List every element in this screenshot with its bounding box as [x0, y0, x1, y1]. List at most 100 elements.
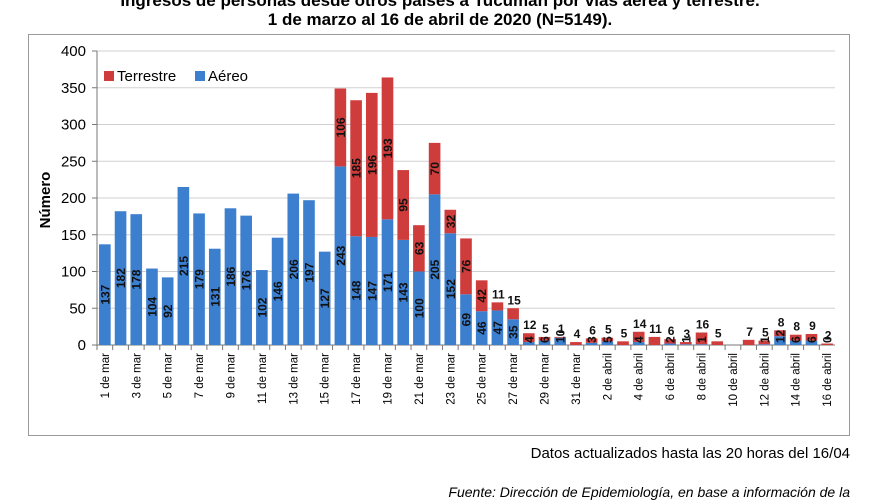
x-tick-label: 23 de mar — [445, 353, 457, 405]
x-tick-label: 14 de abril — [791, 353, 803, 407]
bar-terrestre — [742, 339, 755, 345]
data-label-aereo: 10 — [554, 329, 568, 343]
bar-aereo — [130, 214, 143, 345]
data-label-terrestre: 11 — [649, 322, 662, 336]
bar-terrestre — [365, 92, 378, 237]
bar-aereo — [507, 319, 519, 345]
bar-aereo — [789, 340, 802, 345]
bar-terrestre — [774, 330, 786, 337]
data-label-terrestre: 106 — [334, 117, 348, 137]
data-label-aereo: 171 — [381, 272, 395, 292]
y-axis: 0 50 100 150 200 250 300 350 400 — [61, 43, 98, 354]
data-label-terrestre: 6 — [589, 323, 596, 337]
data-label-aereo: 179 — [193, 269, 207, 289]
data-label-terrestre: 2 — [825, 329, 832, 343]
bar-aereo — [99, 244, 111, 345]
bar-aereo — [664, 343, 676, 345]
bar-aereo — [271, 237, 284, 345]
x-tick-label: 12 de abril — [759, 353, 771, 407]
data-label-aereo: 0 — [821, 336, 835, 343]
bar-terrestre — [585, 338, 598, 343]
data-label-aereo: 215 — [177, 256, 191, 276]
y-axis-title: Número — [37, 172, 54, 229]
y-tick-label: 0 — [78, 337, 86, 354]
x-tick-label: 5 de mar — [163, 353, 175, 399]
bar-aereo — [256, 270, 268, 345]
bar-aereo — [460, 294, 472, 345]
bar-terrestre — [664, 339, 676, 344]
chart-title-line-2: 1 de marzo al 16 de abril de 2020 (N=514… — [267, 10, 613, 29]
bar-terrestre — [570, 342, 582, 345]
bar-aereo — [224, 208, 237, 345]
data-label-terrestre: 15 — [507, 293, 521, 307]
data-label-terrestre: 32 — [444, 215, 458, 229]
data-label-terrestre: 14 — [633, 317, 647, 331]
data-label-aereo: 12 — [774, 329, 788, 343]
data-label-aereo: 131 — [208, 287, 222, 307]
data-label-terrestre: 70 — [428, 162, 442, 176]
bar-aereo — [491, 310, 504, 345]
data-label-aereo: 1 — [758, 336, 772, 343]
bar-aereo — [161, 277, 174, 345]
legend-swatch-aereo — [195, 71, 205, 81]
bar-aereo — [585, 342, 598, 345]
x-tick-label: 19 de mar — [382, 353, 394, 405]
legend-label-terrestre: Terrestre — [117, 68, 176, 85]
bar-terrestre — [601, 337, 614, 342]
bar-terrestre — [491, 302, 504, 311]
data-label-terrestre: 95 — [397, 198, 411, 212]
data-label-aereo: 69 — [460, 313, 474, 327]
y-tick-label: 300 — [61, 117, 86, 134]
bar-aereo — [193, 213, 205, 345]
bar-terrestre — [821, 343, 833, 345]
data-label-terrestre: 196 — [365, 155, 379, 175]
y-tick-label: 350 — [61, 80, 86, 97]
x-tick-label: 4 de abril — [634, 353, 646, 400]
data-label-aereo: 152 — [444, 279, 458, 299]
x-tick-label: 25 de mar — [477, 353, 489, 405]
x-tick-label: 31 de mar — [571, 353, 583, 405]
data-label-aereo: 6 — [789, 336, 803, 343]
data-label-aereo: 1 — [679, 336, 693, 343]
x-axis: 1 de mar 3 de mar 5 de mar 7 de mar 9 de mar… — [96, 345, 834, 407]
bar-terrestre — [758, 340, 771, 345]
bar-aereo — [554, 337, 567, 345]
bar-aereo — [428, 194, 441, 345]
x-tick-label: 21 de mar — [414, 353, 426, 405]
bar-terrestre — [711, 341, 724, 345]
bar-terrestre — [444, 209, 457, 234]
data-label-terrestre: 193 — [381, 138, 395, 158]
bar-aereo — [114, 211, 127, 345]
x-tick-label: 11 de mar — [257, 353, 269, 404]
bar-aereo — [601, 341, 614, 345]
bar-aereo — [774, 336, 786, 345]
x-tick-label: 8 de abril — [697, 353, 709, 400]
data-label-aereo: 148 — [350, 280, 364, 300]
data-label-terrestre: 16 — [696, 318, 710, 332]
data-label-terrestre: 4 — [574, 327, 581, 341]
data-label-aereo: 186 — [224, 266, 238, 286]
bar-terrestre — [397, 170, 410, 240]
bar-terrestre — [350, 100, 362, 237]
bar-terrestre — [475, 280, 488, 312]
bars — [99, 77, 833, 345]
bar-terrestre — [428, 142, 441, 195]
x-tick-label: 7 de mar — [194, 353, 206, 399]
data-label-aereo: 104 — [145, 296, 159, 316]
data-label-terrestre: 9 — [809, 319, 816, 333]
data-label-terrestre: 8 — [778, 315, 785, 329]
chart-title-line-1: Ingresos de personas desde otros países … — [120, 0, 760, 10]
bar-terrestre — [507, 308, 519, 320]
data-label-aereo: 205 — [428, 259, 442, 279]
data-label-aereo: 102 — [255, 297, 269, 317]
y-tick-label: 200 — [61, 190, 86, 207]
data-label-terrestre: 63 — [412, 241, 426, 255]
data-label-aereo: 47 — [491, 321, 505, 335]
bar-aereo — [381, 219, 394, 345]
data-label-aereo: 92 — [161, 304, 175, 318]
x-tick-label: 17 de mar — [351, 353, 363, 405]
x-tick-label: 29 de mar — [540, 353, 552, 405]
data-label-aereo: 137 — [98, 284, 112, 304]
data-label-aereo: 100 — [412, 298, 426, 318]
